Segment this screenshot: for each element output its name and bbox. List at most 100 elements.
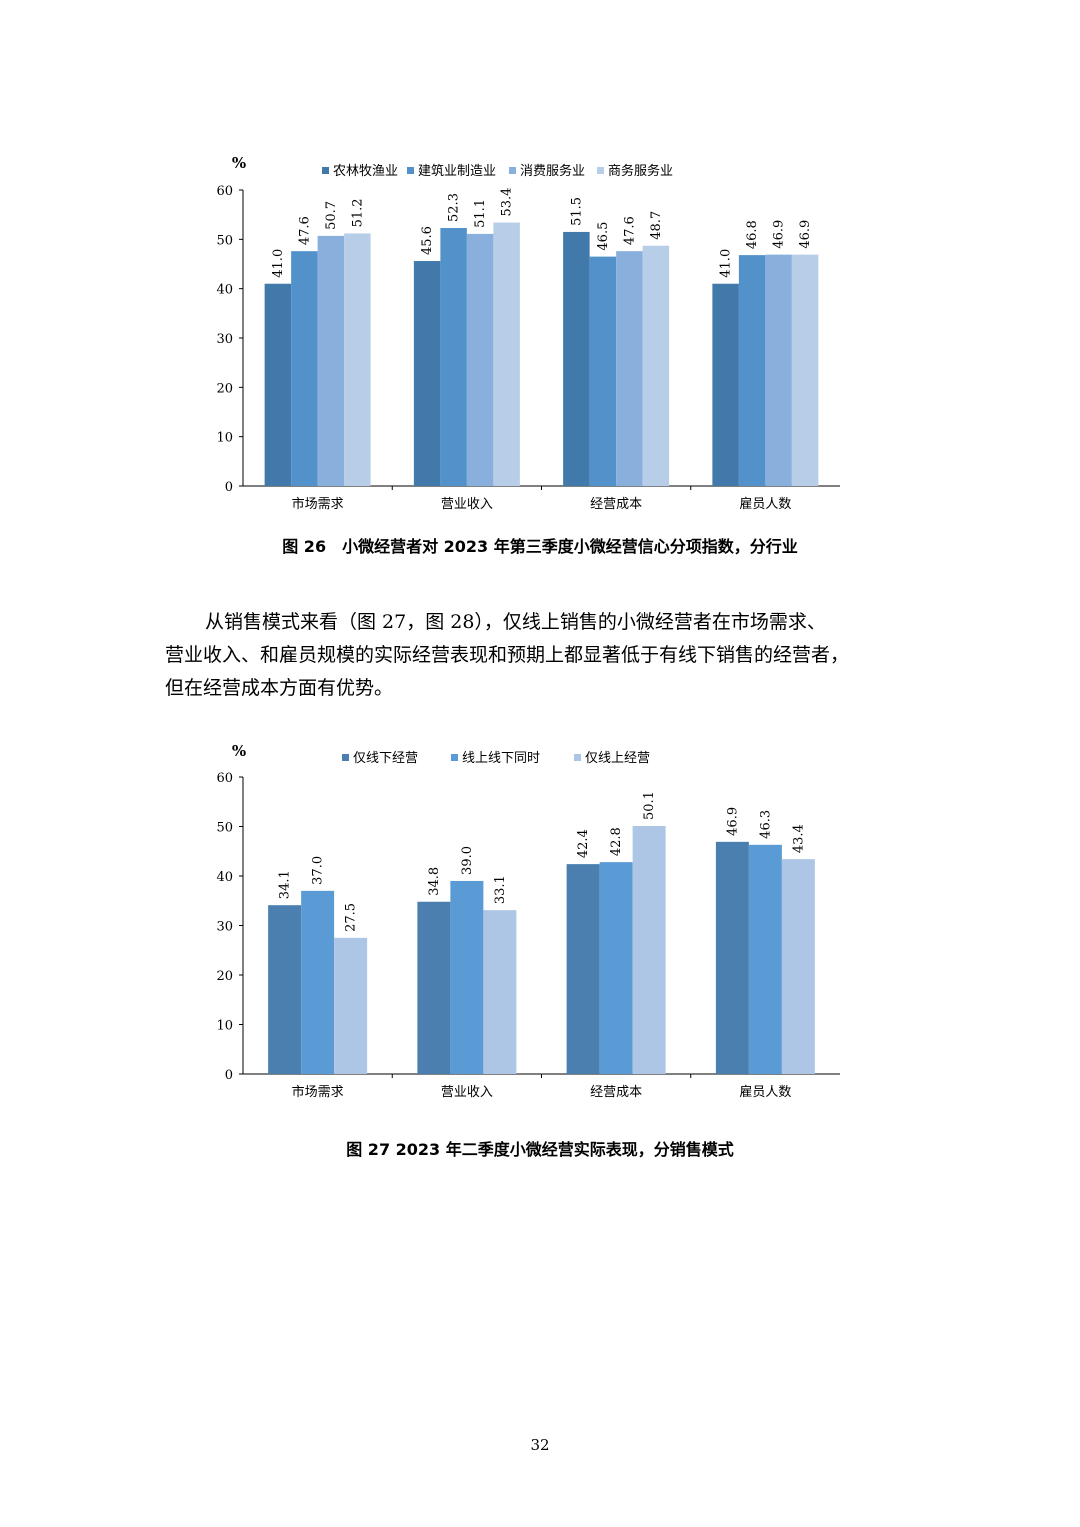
bar xyxy=(344,233,371,486)
data-label: 51.5 xyxy=(569,197,584,226)
x-tick-label: 雇员人数 xyxy=(739,1084,791,1100)
chart-figure-27: % 0 10 20 30 40 50 60 34.1 37.0 27.5 市场需求 34.8 39.0 33… xyxy=(216,742,840,1100)
data-label: 51.1 xyxy=(473,199,488,228)
y-tick-label: 40 xyxy=(216,870,233,885)
bar xyxy=(493,222,520,486)
legend-swatch xyxy=(509,167,516,174)
data-label: 41.0 xyxy=(719,249,734,278)
bar xyxy=(483,910,517,1074)
y-unit-label: % xyxy=(232,154,246,172)
paragraph-line-1: 从销售模式来看（图 27，图 28），仅线上销售的小微经营者在市场需求、 xyxy=(205,611,826,633)
bar xyxy=(317,235,345,486)
y-tick-label: 60 xyxy=(216,771,233,786)
data-label: 42.8 xyxy=(609,827,624,856)
data-label: 45.6 xyxy=(420,226,435,255)
y-tick-label: 60 xyxy=(216,184,233,199)
data-label: 46.3 xyxy=(758,810,773,839)
y-tick-label: 0 xyxy=(225,480,233,495)
x-tick-label: 经营成本 xyxy=(590,1085,642,1100)
x-tick-label: 雇员人数 xyxy=(739,496,791,512)
data-label: 46.5 xyxy=(596,222,611,251)
bar xyxy=(781,859,815,1074)
legend-label: 建筑业制造业 xyxy=(418,163,496,179)
data-label: 46.8 xyxy=(745,220,760,249)
x-tick-label: 市场需求 xyxy=(292,1084,344,1100)
y-tick-label: 10 xyxy=(216,1019,233,1034)
bar xyxy=(712,283,739,486)
data-label: 46.9 xyxy=(725,807,740,836)
figure-27-caption: 图 27 2023 年二季度小微经营实际表现，分销售模式 xyxy=(346,1140,734,1159)
data-label: 42.4 xyxy=(576,829,591,858)
y-tick-label: 20 xyxy=(216,969,233,984)
legend-label: 仅线下经营 xyxy=(353,751,418,766)
data-label: 43.4 xyxy=(791,824,806,853)
data-label: 52.3 xyxy=(447,193,462,222)
bar xyxy=(642,245,670,486)
legend-label: 线上线下同时 xyxy=(462,751,540,766)
data-label: 51.2 xyxy=(350,198,365,227)
x-tick-label: 经营成本 xyxy=(590,497,642,512)
y-tick-label: 10 xyxy=(216,431,233,446)
data-label: 46.9 xyxy=(772,220,787,249)
data-label: 53.4 xyxy=(500,188,515,217)
bar xyxy=(440,227,467,486)
y-tick-label: 20 xyxy=(216,381,233,396)
x-tick-label: 营业收入 xyxy=(441,497,493,512)
data-label: 48.7 xyxy=(649,211,664,240)
legend-swatch xyxy=(407,167,414,174)
data-label: 39.0 xyxy=(460,846,475,875)
chart-figure-26: % 0 10 20 30 40 50 60 41.0 47.6 50.7 51.2 市场需求 45.6 52… xyxy=(216,154,840,512)
bar xyxy=(566,864,600,1074)
data-label: 47.6 xyxy=(297,216,312,245)
figure-26-caption: 图 26 小微经营者对 2023 年第三季度小微经营信心分项指数，分行业 xyxy=(282,537,798,556)
bar xyxy=(264,283,292,486)
bar xyxy=(748,844,782,1074)
y-tick-label: 30 xyxy=(216,920,233,935)
bar xyxy=(632,826,666,1074)
data-label: 47.6 xyxy=(622,216,637,245)
bar xyxy=(589,256,617,486)
legend-swatch xyxy=(451,754,458,761)
legend-swatch xyxy=(597,167,604,174)
bar xyxy=(791,254,819,486)
bar xyxy=(738,255,766,486)
legend-label: 仅线上经营 xyxy=(585,751,650,766)
bar xyxy=(291,251,318,486)
x-tick-label: 营业收入 xyxy=(441,1085,493,1100)
page-number: 32 xyxy=(530,1436,550,1454)
bar xyxy=(765,254,792,486)
y-tick-label: 40 xyxy=(216,283,233,298)
bar xyxy=(599,862,633,1074)
data-label: 27.5 xyxy=(344,903,359,932)
paragraph-line-3: 但在经营成本方面有优势。 xyxy=(165,677,394,699)
bar xyxy=(450,880,484,1074)
bar xyxy=(417,901,451,1074)
bar xyxy=(563,231,590,486)
legend-swatch xyxy=(342,754,349,761)
legend-swatch xyxy=(322,167,329,174)
data-label: 33.1 xyxy=(493,875,508,904)
legend-label: 商务服务业 xyxy=(608,163,673,179)
data-label: 34.1 xyxy=(278,870,293,899)
data-label: 50.7 xyxy=(324,201,339,230)
legend-label: 消费服务业 xyxy=(520,163,585,179)
bar xyxy=(715,841,749,1074)
y-tick-label: 50 xyxy=(216,233,233,248)
y-tick-label: 30 xyxy=(216,332,233,347)
y-tick-label: 0 xyxy=(225,1068,233,1083)
data-label: 46.9 xyxy=(798,220,813,249)
bar xyxy=(466,233,494,486)
legend-label: 农林牧渔业 xyxy=(333,164,398,179)
bar xyxy=(268,905,302,1074)
data-label: 50.1 xyxy=(642,791,657,820)
y-tick-label: 50 xyxy=(216,821,233,836)
legend-swatch xyxy=(574,754,581,761)
bar xyxy=(413,261,441,486)
data-label: 37.0 xyxy=(311,856,326,885)
bar xyxy=(616,251,643,486)
y-unit-label: % xyxy=(232,742,246,760)
bar xyxy=(334,937,368,1074)
data-label: 34.8 xyxy=(427,867,442,896)
bar xyxy=(301,890,335,1074)
x-tick-label: 市场需求 xyxy=(292,496,344,512)
